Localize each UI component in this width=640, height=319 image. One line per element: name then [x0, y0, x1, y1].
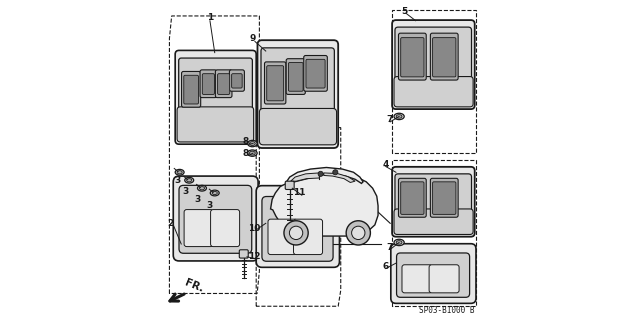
FancyBboxPatch shape [395, 174, 472, 222]
FancyBboxPatch shape [179, 58, 252, 114]
Circle shape [346, 221, 371, 245]
Text: 12: 12 [248, 252, 261, 261]
Text: 8: 8 [242, 149, 248, 158]
Ellipse shape [175, 169, 184, 175]
FancyBboxPatch shape [184, 210, 213, 247]
FancyBboxPatch shape [218, 74, 230, 94]
FancyBboxPatch shape [202, 74, 214, 94]
Text: 4: 4 [383, 160, 389, 169]
Circle shape [351, 226, 365, 240]
Circle shape [333, 170, 338, 175]
FancyBboxPatch shape [211, 210, 239, 247]
Text: SP03-B1000 B: SP03-B1000 B [419, 306, 475, 315]
Polygon shape [271, 174, 378, 236]
FancyBboxPatch shape [184, 75, 198, 104]
FancyBboxPatch shape [433, 182, 456, 214]
FancyBboxPatch shape [256, 186, 339, 267]
Circle shape [318, 171, 323, 176]
Ellipse shape [177, 171, 182, 174]
FancyBboxPatch shape [392, 20, 475, 109]
FancyBboxPatch shape [401, 38, 424, 77]
FancyBboxPatch shape [430, 178, 458, 217]
Text: 7: 7 [387, 243, 393, 252]
Ellipse shape [200, 187, 205, 190]
Ellipse shape [250, 151, 255, 155]
Text: 7: 7 [387, 115, 393, 124]
Text: 3: 3 [207, 201, 213, 210]
FancyBboxPatch shape [267, 66, 284, 101]
Ellipse shape [187, 179, 192, 182]
Text: 5: 5 [402, 7, 408, 16]
Text: FR.: FR. [184, 278, 205, 294]
FancyBboxPatch shape [216, 70, 232, 98]
FancyBboxPatch shape [391, 244, 476, 303]
FancyBboxPatch shape [177, 107, 253, 142]
Ellipse shape [248, 140, 257, 147]
Text: 6: 6 [383, 262, 389, 271]
FancyBboxPatch shape [182, 71, 201, 107]
FancyBboxPatch shape [264, 62, 286, 104]
Text: 2: 2 [168, 219, 174, 228]
FancyBboxPatch shape [433, 38, 456, 77]
Text: 9: 9 [250, 34, 256, 43]
Text: 3: 3 [174, 176, 180, 185]
FancyBboxPatch shape [397, 253, 470, 297]
FancyBboxPatch shape [285, 181, 294, 189]
Ellipse shape [394, 113, 404, 120]
FancyBboxPatch shape [239, 250, 248, 258]
FancyBboxPatch shape [304, 56, 327, 91]
FancyBboxPatch shape [399, 33, 426, 80]
FancyBboxPatch shape [306, 59, 325, 88]
Ellipse shape [198, 185, 207, 191]
FancyBboxPatch shape [268, 219, 297, 255]
FancyBboxPatch shape [399, 178, 426, 217]
Circle shape [289, 226, 303, 240]
Text: 10: 10 [248, 224, 260, 233]
FancyBboxPatch shape [394, 77, 473, 107]
FancyBboxPatch shape [262, 197, 333, 261]
FancyBboxPatch shape [173, 176, 258, 261]
FancyBboxPatch shape [175, 50, 256, 144]
FancyBboxPatch shape [429, 265, 459, 293]
FancyBboxPatch shape [259, 108, 337, 145]
FancyBboxPatch shape [261, 48, 334, 112]
Ellipse shape [396, 241, 402, 244]
Text: 3: 3 [182, 187, 189, 196]
Ellipse shape [394, 239, 404, 246]
FancyBboxPatch shape [289, 63, 303, 91]
FancyBboxPatch shape [401, 182, 424, 214]
Polygon shape [287, 167, 363, 183]
Ellipse shape [250, 142, 255, 145]
FancyBboxPatch shape [294, 219, 323, 255]
Text: 1: 1 [207, 13, 213, 22]
FancyBboxPatch shape [430, 33, 458, 80]
Ellipse shape [211, 190, 219, 196]
FancyBboxPatch shape [394, 209, 473, 234]
FancyBboxPatch shape [395, 27, 472, 86]
FancyBboxPatch shape [286, 59, 305, 94]
Text: 11: 11 [293, 189, 305, 197]
Ellipse shape [396, 115, 402, 118]
Ellipse shape [185, 177, 194, 183]
Text: 8: 8 [242, 137, 248, 146]
FancyBboxPatch shape [229, 70, 244, 91]
Text: 3: 3 [194, 195, 200, 204]
Ellipse shape [248, 150, 257, 156]
Circle shape [284, 221, 308, 245]
FancyBboxPatch shape [402, 265, 432, 293]
Polygon shape [324, 173, 355, 182]
FancyBboxPatch shape [232, 74, 242, 88]
FancyBboxPatch shape [200, 70, 217, 98]
Polygon shape [291, 173, 319, 181]
Ellipse shape [212, 191, 218, 195]
FancyBboxPatch shape [392, 167, 475, 237]
FancyBboxPatch shape [257, 40, 338, 148]
FancyBboxPatch shape [179, 185, 252, 253]
